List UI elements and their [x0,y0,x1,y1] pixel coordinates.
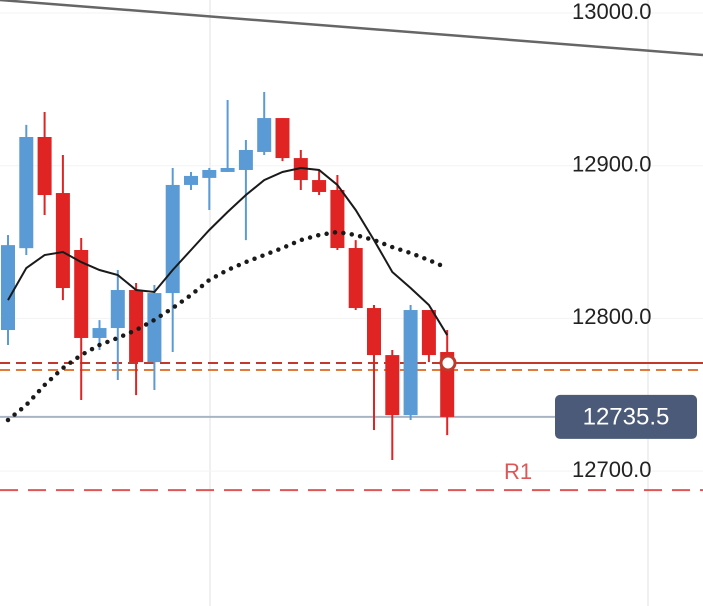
candle-body [257,118,272,152]
candle-body [55,193,70,289]
candle-body [19,136,34,249]
candle-body [403,310,418,416]
candle-body [1,245,15,331]
candle-body [129,290,144,363]
level-label: R1 [504,459,532,484]
candle-body [74,250,89,338]
price-badge [555,394,697,439]
candle-body [92,328,107,338]
price-badge-label: 12735.5 [583,403,670,430]
candle-body [184,175,198,185]
candle-body [275,118,290,159]
y-tick-label: 12800.0 [572,304,652,329]
candle-body [367,308,381,356]
candle-body [312,180,327,192]
candle-body [220,167,235,172]
candle-body [37,136,52,196]
level-marker [439,354,457,372]
candle-body [348,248,363,309]
y-tick-label: 12700.0 [572,457,652,482]
moving-average-line [5,229,450,423]
candle-body [147,293,162,363]
candle-body [421,310,436,356]
candle-body [330,189,345,249]
candle-body [385,355,400,416]
y-tick-label: 13000.0 [572,0,652,24]
candle-body [110,290,125,329]
candle-body [293,158,308,181]
trendline [0,0,703,57]
y-tick-label: 12900.0 [572,152,652,177]
candle-body [238,149,253,170]
candle-body [202,169,217,178]
moving-average-line [7,166,449,336]
